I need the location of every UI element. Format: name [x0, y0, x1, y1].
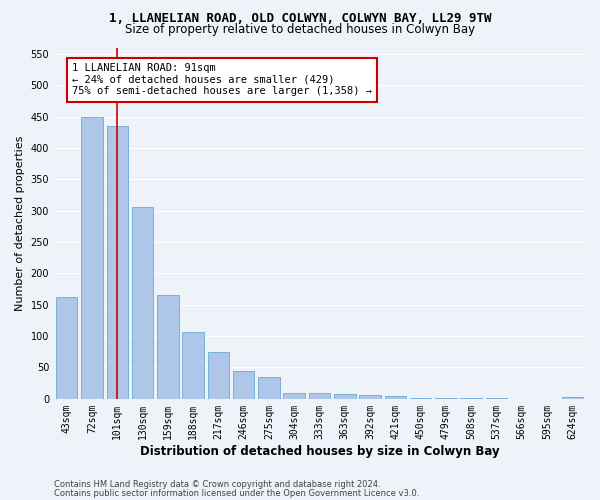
- Bar: [435, 398, 457, 399]
- Bar: [562, 397, 583, 399]
- Bar: [81, 116, 103, 399]
- Bar: [385, 396, 406, 399]
- X-axis label: Distribution of detached houses by size in Colwyn Bay: Distribution of detached houses by size …: [140, 444, 499, 458]
- Bar: [182, 332, 204, 399]
- Bar: [258, 377, 280, 399]
- Text: 1 LLANELIAN ROAD: 91sqm
← 24% of detached houses are smaller (429)
75% of semi-d: 1 LLANELIAN ROAD: 91sqm ← 24% of detache…: [72, 63, 372, 96]
- Bar: [283, 392, 305, 399]
- Bar: [233, 371, 254, 399]
- Text: Size of property relative to detached houses in Colwyn Bay: Size of property relative to detached ho…: [125, 22, 475, 36]
- Bar: [56, 296, 77, 399]
- Y-axis label: Number of detached properties: Number of detached properties: [15, 136, 25, 311]
- Bar: [309, 392, 330, 399]
- Bar: [107, 126, 128, 399]
- Bar: [410, 398, 431, 399]
- Bar: [157, 296, 179, 399]
- Bar: [486, 398, 507, 399]
- Bar: [132, 208, 153, 399]
- Bar: [460, 398, 482, 399]
- Text: Contains public sector information licensed under the Open Government Licence v3: Contains public sector information licen…: [54, 488, 419, 498]
- Bar: [334, 394, 356, 399]
- Bar: [359, 395, 381, 399]
- Text: Contains HM Land Registry data © Crown copyright and database right 2024.: Contains HM Land Registry data © Crown c…: [54, 480, 380, 489]
- Bar: [208, 352, 229, 399]
- Text: 1, LLANELIAN ROAD, OLD COLWYN, COLWYN BAY, LL29 9TW: 1, LLANELIAN ROAD, OLD COLWYN, COLWYN BA…: [109, 12, 491, 26]
